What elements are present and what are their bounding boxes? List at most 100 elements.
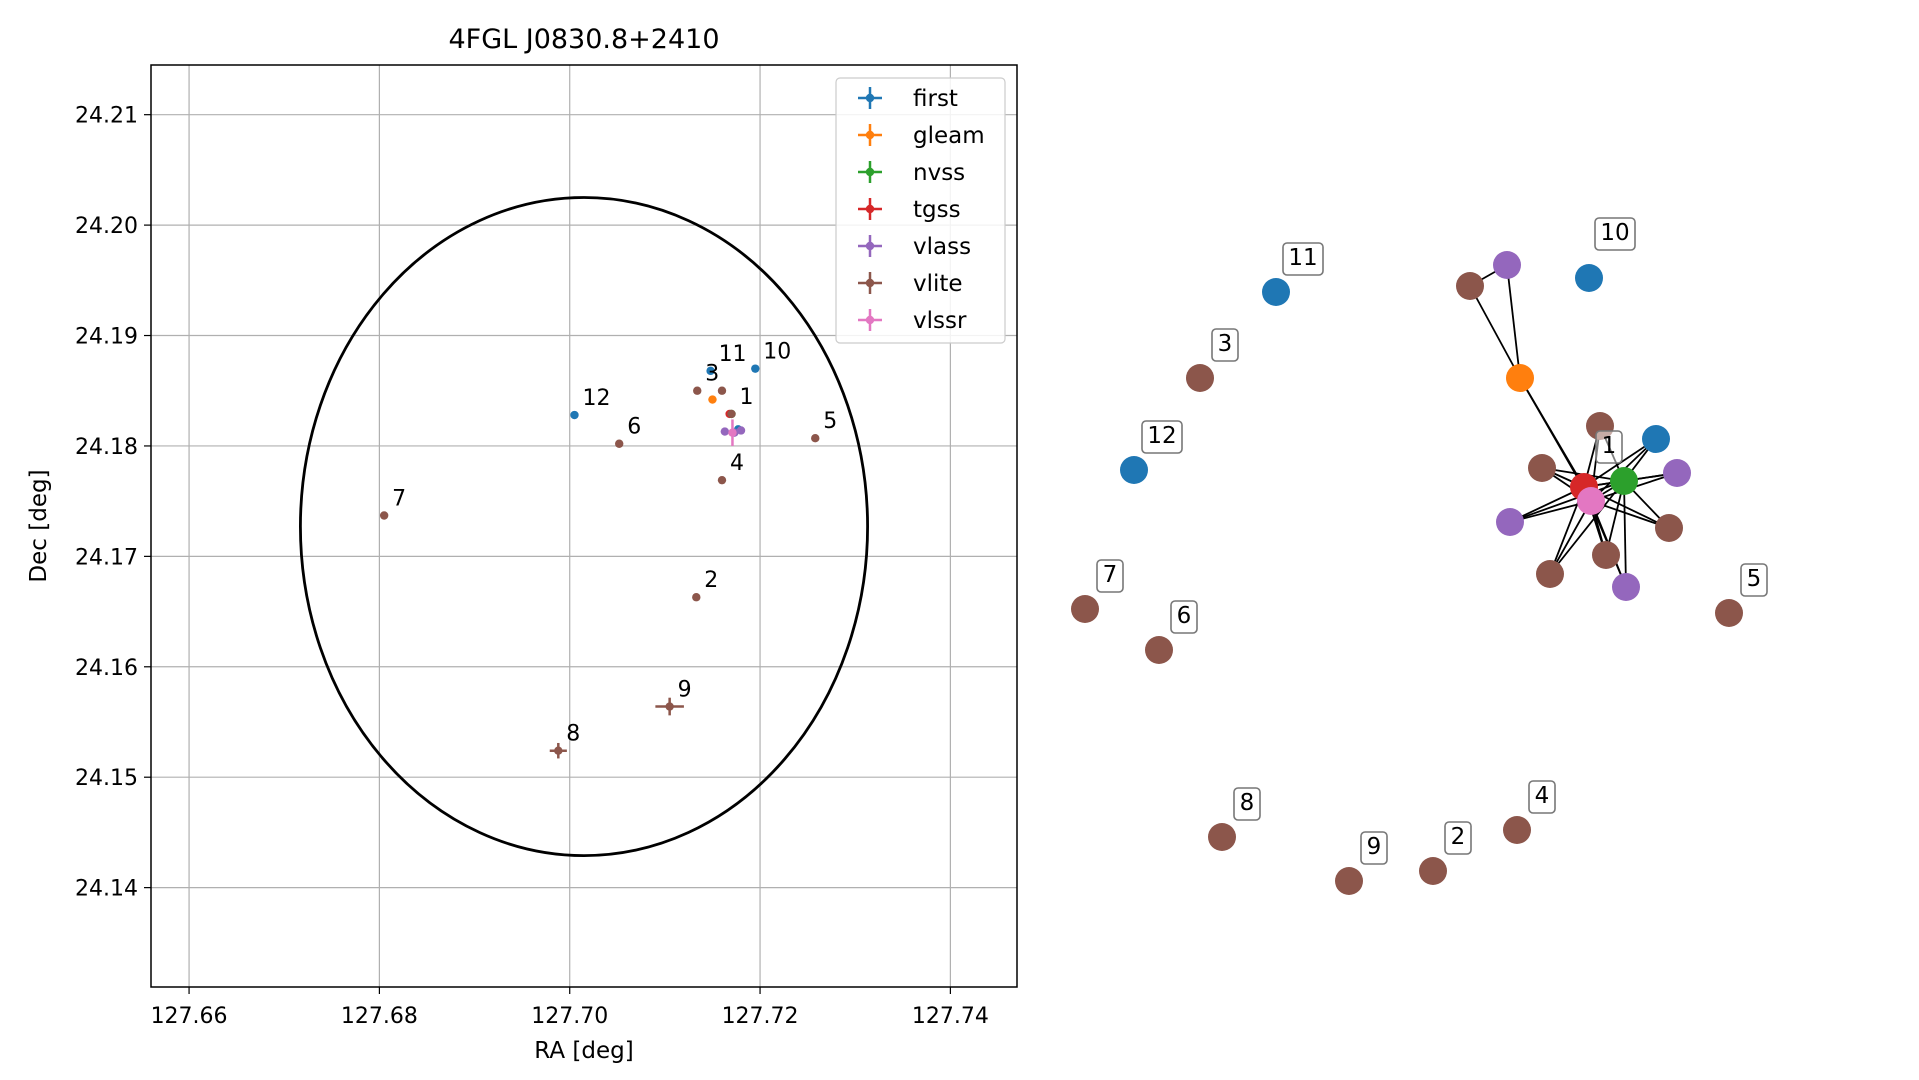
network-node-nvss	[1610, 467, 1638, 495]
legend-entry: gleam	[858, 123, 985, 149]
data-point-vlite	[811, 434, 820, 443]
data-point-vlite	[665, 702, 674, 711]
data-point-vlite	[379, 511, 389, 520]
network-label-text: 4	[1535, 783, 1550, 809]
data-point-vlite	[727, 409, 736, 419]
network-label-text: 6	[1177, 603, 1192, 629]
y-tick-label: 24.21	[75, 104, 138, 129]
legend-marker	[865, 204, 875, 214]
network-nodes	[1071, 251, 1743, 895]
data-points	[379, 364, 820, 759]
network-node-vlite	[1528, 454, 1556, 482]
network-label-text: 3	[1218, 331, 1233, 357]
data-point-vlass	[736, 426, 746, 435]
legend-marker	[865, 167, 875, 177]
legend-marker	[865, 93, 875, 103]
network-node-label: 8	[1233, 787, 1261, 821]
network-node-label: 6	[1170, 600, 1198, 634]
legend-marker	[865, 130, 875, 140]
network-label-text: 2	[1451, 824, 1466, 850]
network-node-vlite	[1186, 364, 1214, 392]
chart-title: 4FGL J0830.8+2410	[448, 24, 719, 55]
legend-entry: nvss	[858, 160, 965, 186]
network-node-vlass	[1493, 251, 1521, 279]
network-label-text: 10	[1600, 220, 1629, 246]
network-node-vlass	[1496, 508, 1524, 536]
network-node-vlite	[1655, 514, 1683, 542]
y-tick-label: 24.18	[75, 435, 138, 460]
data-point-vlite	[692, 593, 701, 602]
legend-entry: vlssr	[858, 308, 967, 334]
network-node-first	[1120, 456, 1148, 484]
point-label: 5	[823, 409, 837, 434]
network-node-label: 5	[1740, 563, 1768, 597]
network-edge	[1506, 264, 1521, 379]
network-labels: 1 10 11 12 3 7 6 5 8 9 2 4	[1096, 217, 1768, 865]
network-label-box	[1211, 328, 1239, 362]
data-point-gleam	[708, 395, 717, 404]
point-label: 3	[705, 362, 719, 387]
network-node-vlite	[1145, 636, 1173, 664]
network-node-gleam	[1506, 364, 1534, 392]
network-node-vlite	[1536, 560, 1564, 588]
network-node-vlite	[1335, 867, 1363, 895]
localization-ellipse	[299, 196, 869, 858]
network-node-vlass	[1612, 573, 1640, 601]
network-node-vlite	[1208, 823, 1236, 851]
network-node-vlite	[1071, 595, 1099, 623]
network-label-box	[1528, 780, 1556, 814]
network-label-box	[1444, 821, 1472, 855]
x-tick-label: 127.68	[341, 1004, 418, 1029]
network-label-box	[1233, 787, 1261, 821]
network-node-label: 11	[1282, 242, 1324, 276]
network-label-text: 8	[1240, 790, 1255, 816]
network-graph: 1 10 11 12 3 7 6 5 8 9 2 4	[1071, 217, 1768, 895]
legend-entry: tgss	[858, 197, 961, 223]
network-node-vlite	[1715, 599, 1743, 627]
legend-entry: first	[858, 86, 958, 112]
data-point-vlite	[717, 475, 727, 485]
legend-label: vlite	[913, 271, 963, 297]
network-edge	[1509, 480, 1625, 523]
point-label: 1	[740, 385, 754, 410]
legend-label: vlssr	[913, 308, 967, 334]
point-label: 4	[730, 451, 744, 476]
point-label: 10	[763, 340, 791, 365]
legend-entry: vlite	[858, 271, 963, 297]
legend-marker	[865, 315, 875, 325]
legend-entry: vlass	[858, 234, 971, 260]
network-node-label: 4	[1528, 780, 1556, 814]
network-label-text: 9	[1367, 834, 1382, 860]
point-label: 7	[392, 487, 406, 512]
legend: first gleam nvss tgss vlass vlite vlssr	[835, 77, 1006, 344]
y-tick-label: 24.15	[75, 766, 138, 791]
y-axis-label: Dec [deg]	[26, 469, 52, 582]
data-point-vlite	[717, 386, 727, 395]
data-point-vlite	[693, 386, 702, 395]
network-edge	[1469, 285, 1521, 379]
y-tick-label: 24.19	[75, 325, 138, 350]
data-point-first	[706, 366, 715, 376]
network-edges	[1469, 264, 1678, 588]
network-node-label: 10	[1594, 217, 1636, 251]
network-node-label: 3	[1211, 328, 1239, 362]
network-node-vlite	[1592, 541, 1620, 569]
legend-box	[835, 77, 1006, 344]
x-tick-label: 127.72	[722, 1004, 799, 1029]
network-node-label: 12	[1141, 420, 1183, 454]
network-label-text: 11	[1288, 245, 1317, 271]
network-edge	[1623, 480, 1627, 588]
point-label: 2	[704, 568, 718, 593]
x-tick-label: 127.66	[151, 1004, 228, 1029]
plot-frame	[150, 64, 1018, 988]
network-label-text: 12	[1147, 423, 1176, 449]
point-label: 6	[627, 415, 641, 440]
network-node-vlite	[1419, 857, 1447, 885]
network-node-label: 7	[1096, 559, 1124, 593]
network-label-box	[1170, 600, 1198, 634]
legend-marker	[865, 241, 875, 251]
network-node-first	[1262, 278, 1290, 306]
network-node-first	[1642, 425, 1670, 453]
